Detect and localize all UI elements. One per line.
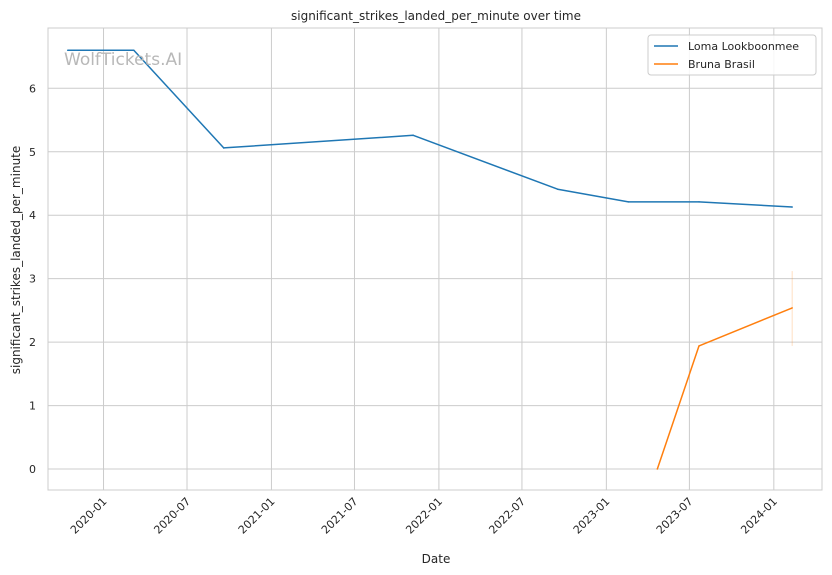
plot-area-frame <box>47 27 823 491</box>
series-line-loma-lookboonmee <box>67 49 793 208</box>
watermark: WolfTickets.AI <box>64 50 182 70</box>
y-tick-label: 3 <box>29 273 36 286</box>
y-tick-label: 4 <box>29 209 36 222</box>
data-point-loma-lookboonmee <box>556 188 559 190</box>
legend-label-bruna-brasil: Bruna Brasil <box>688 58 755 71</box>
data-point-loma-lookboonmee <box>412 134 414 136</box>
chart-title: significant_strikes_landed_per_minute ov… <box>291 9 581 23</box>
legend: Loma Lookboonmee Bruna Brasil <box>647 34 817 76</box>
data-point-bruna-brasil <box>791 307 793 309</box>
legend-label-loma-lookboonmee: Loma Lookboonmee <box>688 40 799 53</box>
data-point-loma-lookboonmee <box>133 49 135 51</box>
y-tick-label: 6 <box>29 82 36 95</box>
data-point-loma-lookboonmee <box>791 206 793 208</box>
y-tick-label: 0 <box>29 463 36 476</box>
y-tick-label: 1 <box>29 400 36 413</box>
series-layer <box>66 49 793 470</box>
y-tick-label: 5 <box>29 146 36 159</box>
data-point-loma-lookboonmee <box>698 201 700 203</box>
y-axis-title: significant_strikes_landed_per_minute <box>9 146 23 375</box>
y-tick-label: 2 <box>29 336 36 349</box>
legend-box <box>647 34 817 76</box>
data-point-loma-lookboonmee <box>627 201 630 203</box>
data-point-bruna-brasil <box>656 468 659 470</box>
x-axis-title: Date <box>422 552 451 566</box>
grid <box>48 28 822 490</box>
data-point-loma-lookboonmee <box>222 147 225 149</box>
data-point-loma-lookboonmee <box>66 49 69 51</box>
data-point-bruna-brasil <box>698 345 700 347</box>
y-axis-ticks: 0 1 2 3 4 5 6 <box>29 82 36 476</box>
